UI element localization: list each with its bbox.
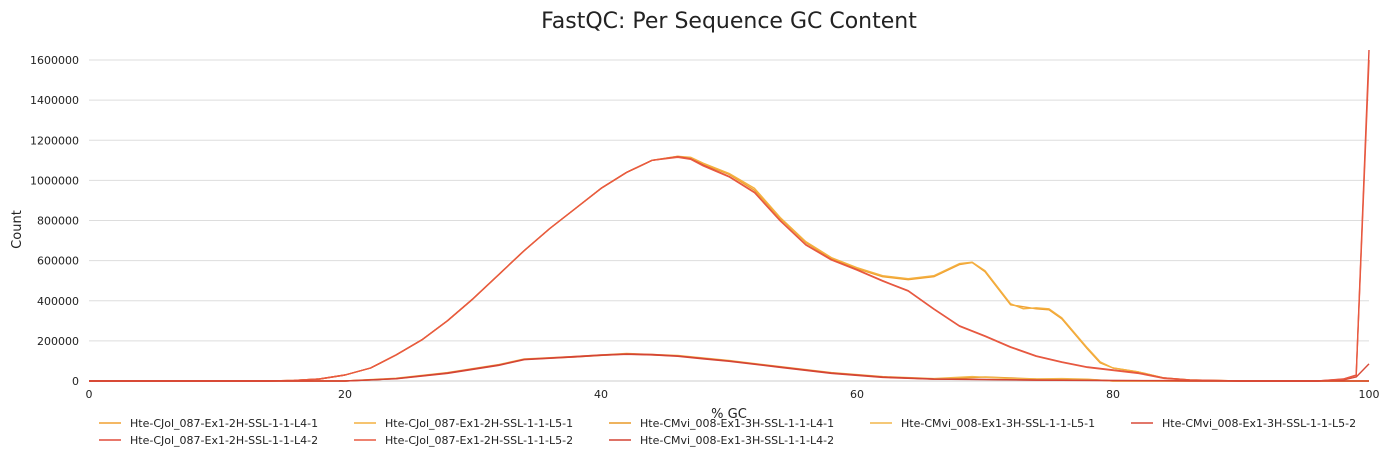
series-line-3[interactable]: [89, 353, 1369, 382]
y-tick-label: 1400000: [30, 94, 79, 107]
series-line-4[interactable]: [89, 352, 1369, 382]
series-line-5[interactable]: [89, 353, 1370, 382]
legend-label: Hte-CMvi_008-Ex1-3H-SSL-1-1-L4-1: [640, 417, 834, 430]
series-line-1[interactable]: [89, 155, 1369, 382]
y-tick-label: 600000: [37, 255, 79, 268]
legend-label: Hte-CJol_087-Ex1-2H-SSL-1-1-L4-2: [130, 434, 318, 447]
x-tick-label: 40: [594, 388, 608, 401]
legend-item[interactable]: Hte-CMvi_008-Ex1-3H-SSL-1-1-L5-2: [1131, 417, 1356, 430]
y-tick-label: 1200000: [30, 134, 79, 147]
legend-item[interactable]: Hte-CMvi_008-Ex1-3H-SSL-1-1-L4-2: [609, 434, 834, 447]
x-tick-label: 20: [338, 388, 352, 401]
series-line-2[interactable]: [89, 155, 1369, 382]
legend-label: Hte-CMvi_008-Ex1-3H-SSL-1-1-L4-2: [640, 434, 834, 447]
series-line-8[interactable]: [89, 353, 1369, 382]
y-tick-label: 200000: [37, 335, 79, 348]
x-tick-label: 60: [850, 388, 864, 401]
chart-title: FastQC: Per Sequence GC Content: [541, 9, 917, 34]
legend-item[interactable]: Hte-CMvi_008-Ex1-3H-SSL-1-1-L4-1: [609, 417, 834, 430]
x-tick-label: 100: [1359, 388, 1380, 401]
y-axis-ticks: 0 200000 400000 600000 800000 1000000 1200000 1…: [30, 54, 79, 388]
y-axis-title: Count: [10, 210, 25, 249]
legend-label: Hte-CMvi_008-Ex1-3H-SSL-1-1-L5-1: [901, 417, 1095, 430]
legend-label: Hte-CJol_087-Ex1-2H-SSL-1-1-L5-2: [385, 434, 573, 447]
y-tick-label: 0: [72, 375, 79, 388]
y-tick-label: 1600000: [30, 54, 79, 67]
y-tick-label: 1000000: [30, 174, 79, 187]
legend-item[interactable]: Hte-CMvi_008-Ex1-3H-SSL-1-1-L5-1: [870, 417, 1095, 430]
x-axis-ticks: 0 20 40 60 80 100: [86, 388, 1380, 401]
x-tick-label: 0: [86, 388, 93, 401]
x-axis-title: % GC: [711, 407, 747, 422]
legend-label: Hte-CJol_087-Ex1-2H-SSL-1-1-L4-1: [130, 417, 318, 430]
legend-label: Hte-CJol_087-Ex1-2H-SSL-1-1-L5-1: [385, 417, 573, 430]
series-lines[interactable]: [89, 49, 1370, 382]
x-tick-label: 80: [1106, 388, 1120, 401]
legend-item[interactable]: Hte-CJol_087-Ex1-2H-SSL-1-1-L5-2: [354, 434, 573, 447]
legend-item[interactable]: Hte-CJol_087-Ex1-2H-SSL-1-1-L4-1: [99, 417, 318, 430]
series-line-7[interactable]: [89, 59, 1370, 382]
grid-lines: [89, 59, 1369, 342]
legend[interactable]: Hte-CJol_087-Ex1-2H-SSL-1-1-L4-1 Hte-CJol…: [99, 417, 1356, 447]
y-tick-label: 800000: [37, 215, 79, 228]
legend-item[interactable]: Hte-CJol_087-Ex1-2H-SSL-1-1-L4-2: [99, 434, 318, 447]
legend-item[interactable]: Hte-CJol_087-Ex1-2H-SSL-1-1-L5-1: [354, 417, 573, 430]
legend-label: Hte-CMvi_008-Ex1-3H-SSL-1-1-L5-2: [1162, 417, 1356, 430]
y-tick-label: 400000: [37, 295, 79, 308]
series-line-6[interactable]: [89, 49, 1370, 382]
